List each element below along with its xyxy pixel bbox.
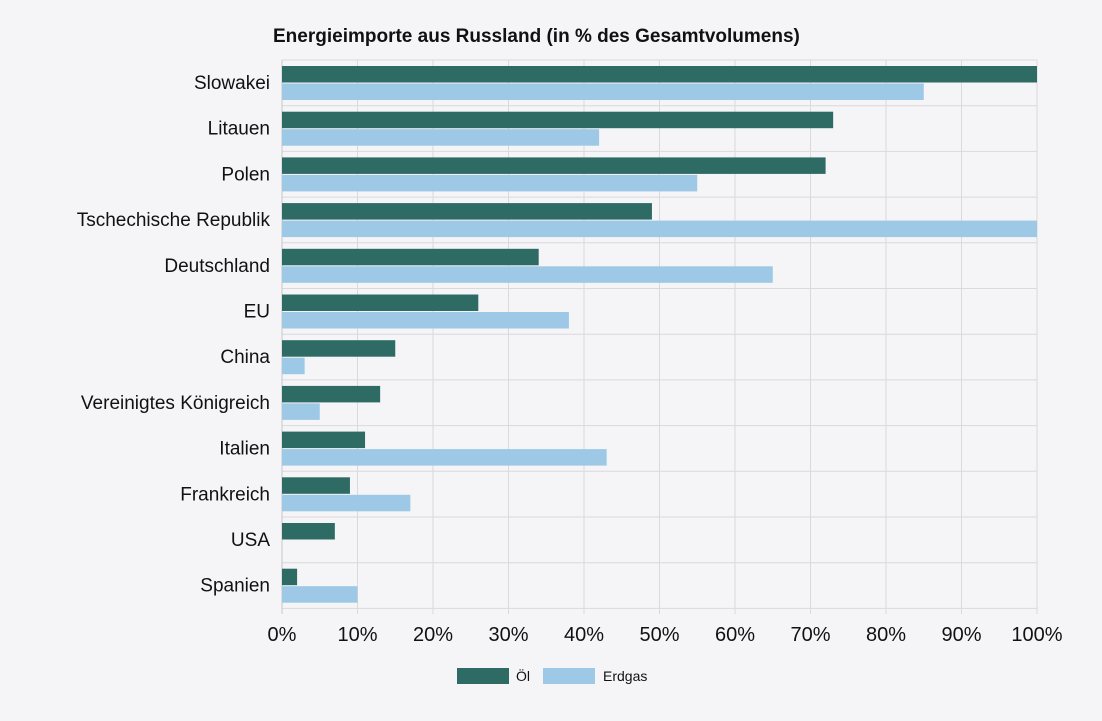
bars (282, 66, 1037, 603)
x-tick-label: 10% (337, 624, 377, 646)
bar-oel (282, 111, 834, 129)
bar-oel (282, 385, 381, 403)
category-label: Italien (219, 439, 270, 460)
category-label: Frankreich (180, 484, 270, 505)
bar-oel (282, 568, 298, 586)
bar-erdgas (282, 449, 607, 466)
x-tick-label: 30% (488, 624, 528, 646)
bar-oel (282, 248, 539, 266)
bar-erdgas (282, 357, 305, 375)
category-label: China (220, 347, 270, 368)
bar-oel (282, 431, 366, 449)
legend-label: Öl (516, 667, 530, 684)
legend-swatch (457, 668, 509, 684)
bar-erdgas (282, 83, 924, 100)
x-axis-ticks: 0% 10% 20% 30% 40% 50% 60% 70% 80% 90% 100% (268, 624, 1063, 646)
legend-swatch (543, 668, 595, 684)
bar-erdgas (282, 403, 320, 420)
x-tick-label: 90% (941, 624, 981, 646)
category-label: Deutschland (164, 256, 270, 277)
x-tick-label: 70% (790, 624, 830, 646)
bar-erdgas (282, 266, 773, 283)
category-label: Litauen (208, 119, 270, 140)
legend: Öl Erdgas (457, 667, 647, 684)
bar-oel (282, 340, 396, 357)
x-tick-label: 40% (564, 624, 604, 646)
category-label: USA (231, 530, 270, 551)
category-labels: Slowakei Litauen Polen Tschechische Republi… (77, 73, 271, 597)
category-label: Slowakei (194, 73, 270, 94)
x-tick-label: 20% (413, 624, 453, 646)
x-tick-label: 100% (1011, 624, 1062, 646)
x-tick-label: 80% (866, 624, 906, 646)
bar-erdgas (282, 174, 698, 192)
bar-erdgas (282, 220, 1037, 238)
x-tick-label: 50% (639, 624, 679, 646)
bar-erdgas (282, 494, 411, 512)
category-label: Tschechische Republik (77, 210, 271, 231)
bar-oel (282, 157, 826, 174)
grid (281, 59, 1038, 614)
bar-oel (282, 477, 350, 494)
bar-oel (282, 66, 1037, 83)
category-label: Polen (221, 164, 270, 185)
category-label: Vereinigtes Königreich (81, 393, 270, 414)
chart-title: Energieimporte aus Russland (in % des Ge… (273, 26, 800, 47)
bar-oel (282, 203, 652, 220)
bar-erdgas (282, 312, 569, 329)
x-tick-label: 60% (715, 624, 755, 646)
bar-erdgas (282, 586, 358, 603)
x-tick-label: 0% (268, 624, 297, 646)
legend-label: Erdgas (603, 668, 647, 684)
bar-oel (282, 294, 479, 311)
category-label: Spanien (200, 576, 270, 597)
bar-erdgas (282, 129, 600, 146)
category-label: EU (244, 302, 270, 323)
bar-oel (282, 523, 335, 540)
